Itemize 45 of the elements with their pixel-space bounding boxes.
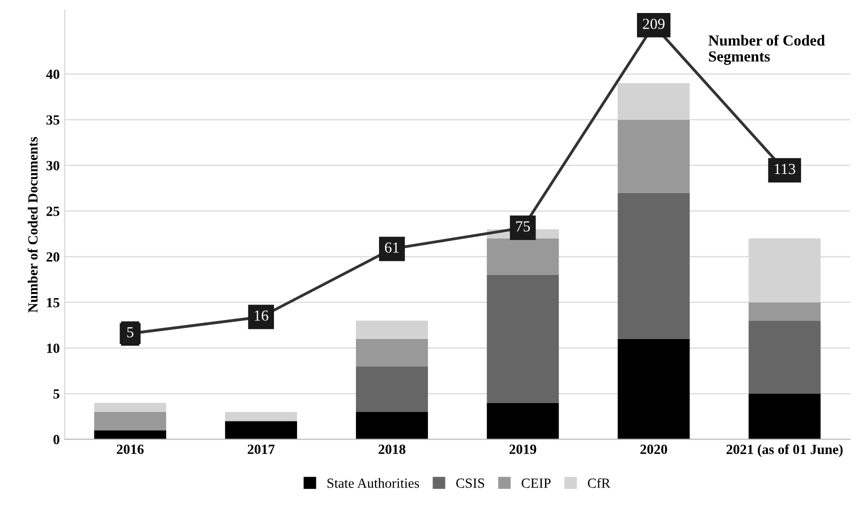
y-tick-label: 25 bbox=[46, 206, 60, 216]
y-tick-label: 0 bbox=[53, 434, 60, 444]
y-axis-title: Number of Coded Documents bbox=[28, 137, 38, 312]
data-label: 209 bbox=[642, 18, 665, 30]
legend-label: CfR bbox=[588, 478, 610, 488]
bar bbox=[94, 430, 166, 440]
y-tick-label: 40 bbox=[46, 70, 60, 79]
bar bbox=[94, 412, 166, 430]
bar bbox=[225, 421, 298, 440]
bar bbox=[748, 320, 821, 394]
x-tick-label: 2016 bbox=[116, 444, 144, 454]
series-label: Number of Coded Segments bbox=[708, 34, 825, 65]
bar bbox=[618, 338, 690, 440]
y-tick-label: 30 bbox=[46, 160, 60, 170]
y-tick-label: 10 bbox=[47, 344, 60, 353]
data-label: 61 bbox=[384, 242, 399, 253]
data-label: 5 bbox=[127, 327, 134, 338]
bar bbox=[94, 402, 166, 412]
x-tick-label: 2021 (as of 01 June) bbox=[726, 444, 843, 457]
bar bbox=[748, 302, 821, 321]
bar bbox=[356, 338, 428, 366]
y-tick-label: 35 bbox=[46, 115, 60, 125]
bar bbox=[486, 274, 559, 403]
y-tick-label: 15 bbox=[47, 298, 60, 308]
x-tick-label: 2019 bbox=[510, 444, 536, 454]
data-label: 75 bbox=[516, 221, 530, 232]
bar bbox=[486, 238, 559, 275]
bar bbox=[356, 320, 428, 339]
y-tick-label: 5 bbox=[53, 389, 60, 399]
legend-label: State Authorities bbox=[327, 478, 420, 488]
x-tick-label: 2020 bbox=[640, 444, 668, 454]
x-tick-label: 2018 bbox=[378, 444, 406, 454]
data-label: 16 bbox=[254, 310, 268, 321]
bar bbox=[356, 366, 428, 412]
legend-label: CSIS bbox=[456, 478, 484, 488]
bar bbox=[225, 412, 298, 422]
bar bbox=[618, 192, 690, 339]
data-label: 113 bbox=[774, 164, 796, 174]
bar bbox=[748, 394, 821, 440]
x-tick-label: 2017 bbox=[248, 444, 275, 454]
bar bbox=[486, 402, 559, 440]
y-tick-label: 20 bbox=[46, 252, 60, 262]
bar bbox=[618, 120, 690, 193]
legend-label: CEIP bbox=[522, 478, 551, 488]
bar bbox=[356, 412, 428, 440]
